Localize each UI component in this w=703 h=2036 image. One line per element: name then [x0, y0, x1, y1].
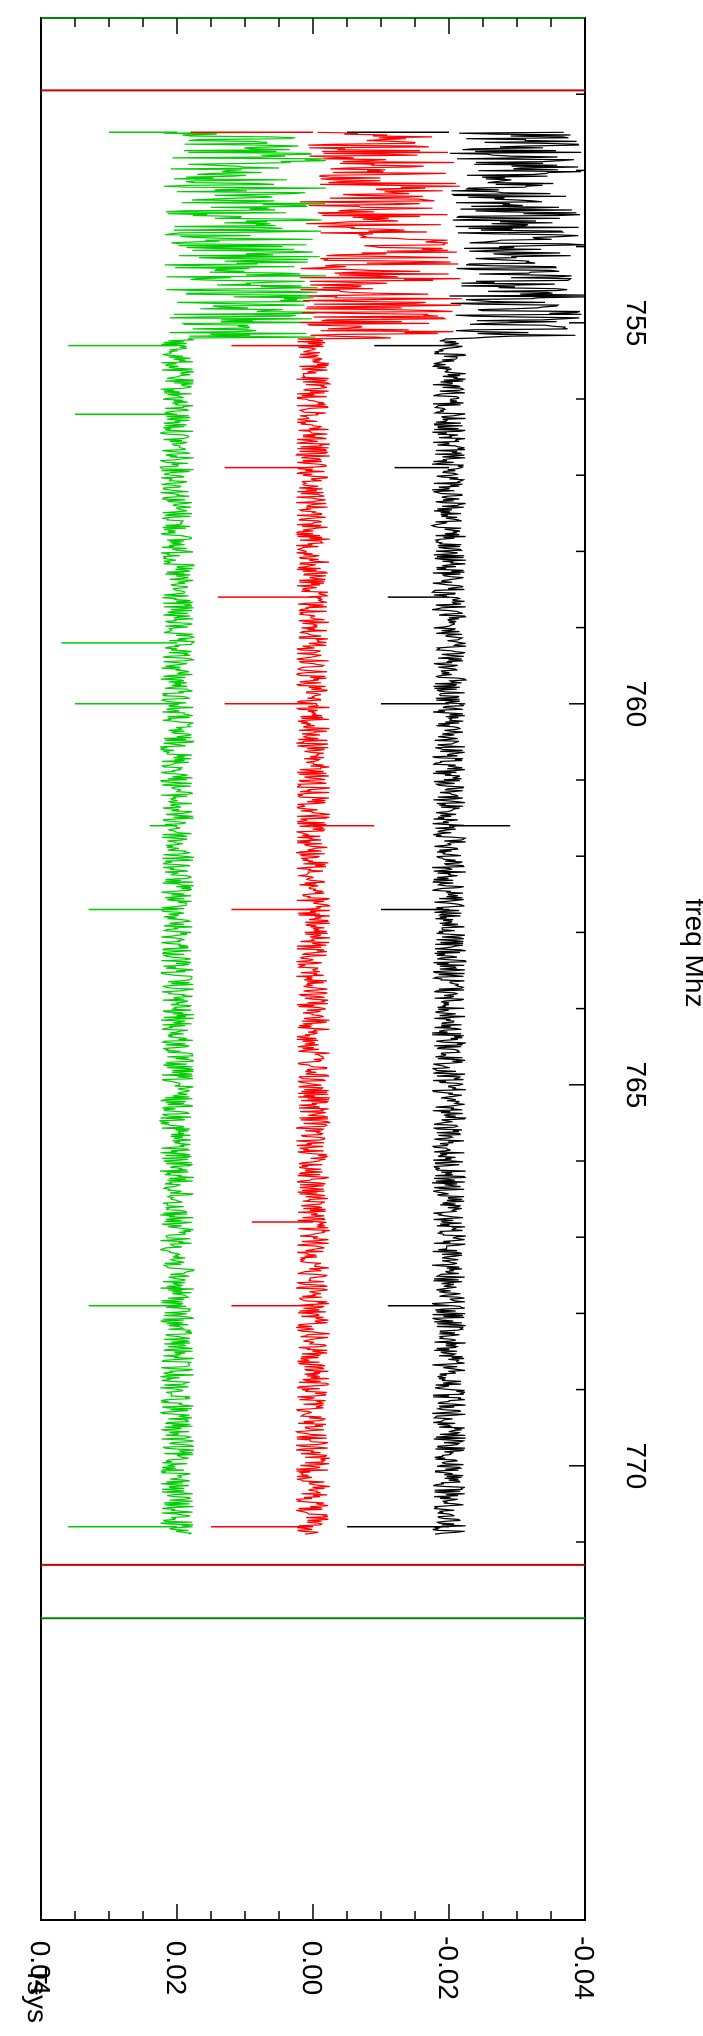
x-tick-label: 770 [621, 1442, 652, 1489]
y-tick-label: 0.04 [25, 1941, 56, 1996]
x-axis-label: freq Mhz [680, 899, 703, 1008]
series-line-0 [158, 131, 326, 1535]
x-tick-label: 760 [621, 680, 652, 727]
y-tick-label: -0.02 [433, 1936, 464, 2000]
tick-labels: 755 760 765 770 0.04 0.02 0.00 -0.02 -0.04 [25, 299, 652, 1999]
y-tick-label: 0.02 [161, 1941, 192, 1996]
x-tick-label: 755 [621, 299, 652, 346]
series-line-1 [294, 131, 463, 1535]
y-tick-label: -0.04 [569, 1936, 600, 2000]
axis-ticks [40, 18, 586, 1920]
y-tick-label: 0.00 [297, 1941, 328, 1996]
series-line-2 [430, 131, 585, 1535]
x-tick-label: 765 [621, 1061, 652, 1108]
series-group [61, 131, 585, 1535]
y-axis-label: Tsys [22, 1967, 53, 2023]
